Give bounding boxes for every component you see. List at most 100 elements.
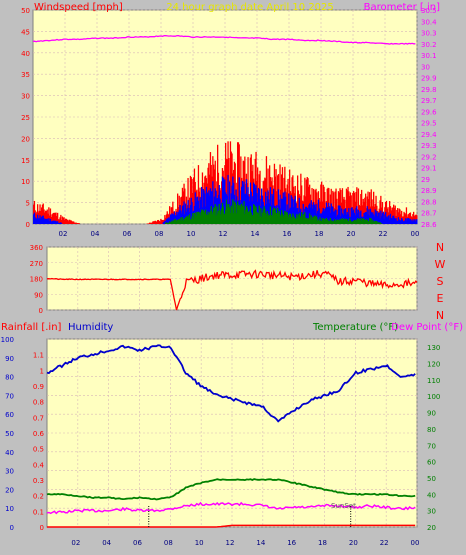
wind-low-bar: [195, 211, 197, 224]
wind-gust-bar: [67, 219, 69, 224]
wind-avg-bar: [308, 204, 310, 224]
wind-gust-bar: [77, 223, 79, 224]
wind-gust-bar: [323, 186, 325, 224]
wind-avg-bar: [189, 205, 192, 224]
wind-low-bar: [211, 211, 213, 224]
wind-low-bar: [166, 222, 168, 224]
wind-avg-bar: [373, 214, 375, 224]
wind-gust-bar: [228, 158, 230, 224]
wind-low-bar: [307, 217, 309, 224]
wind-gust-bar: [55, 212, 57, 224]
wind-avg-bar: [259, 198, 261, 224]
wind-gust-bar: [234, 163, 236, 224]
wind-y-tick-label: 35: [21, 71, 30, 79]
wind-gust-bar: [383, 212, 385, 224]
wind-low-bar: [210, 206, 212, 224]
wind-gust-bar: [50, 216, 52, 224]
wind-avg-bar: [188, 207, 190, 224]
wind-low-bar: [313, 217, 315, 224]
wind-y-tick-label: 25: [21, 114, 30, 122]
wind-low-bar: [180, 217, 182, 224]
wind-avg-bar: [56, 221, 58, 224]
wind-gust-bar: [226, 159, 228, 224]
wind-low-bar: [176, 220, 178, 224]
wind-gust-bar: [62, 217, 64, 224]
wind-avg-bar: [305, 206, 308, 224]
wind-low-bar: [185, 217, 187, 224]
wind-low-bar: [337, 219, 340, 224]
wind-direction-line: [46, 269, 418, 311]
direction-grid: [47, 246, 418, 311]
wind-avg-bar: [176, 211, 178, 224]
wind-avg-bar: [307, 209, 309, 224]
wind-avg-bar: [283, 196, 285, 224]
wind-avg-bar: [409, 219, 411, 224]
wind-gust-bar: [345, 188, 348, 224]
climate-x-tick-label: 22: [380, 539, 389, 547]
wind-gust-bar: [193, 168, 196, 224]
wind-gust-bar: [162, 220, 164, 224]
wind-low-bar: [301, 217, 304, 224]
wind-low-bar: [292, 213, 294, 224]
wind-gust-bar: [153, 221, 155, 224]
wind-gust-bar: [259, 170, 261, 224]
wind-gust-bar: [414, 215, 416, 224]
wind-avg-bar: [352, 211, 354, 224]
barometer-y-tick-label: 28.7: [421, 210, 437, 218]
direction-y-tick-label: 360: [30, 244, 43, 252]
wind-low-bar: [271, 216, 273, 224]
wind-avg-bar: [181, 213, 183, 224]
wind-x-tick-label: 12: [219, 230, 228, 238]
wind-avg-bar: [251, 201, 253, 224]
wind-avg-bar: [47, 220, 49, 224]
wind-avg-bar: [224, 179, 226, 224]
wind-low-bar: [377, 222, 380, 224]
wind-low-bar: [242, 206, 244, 224]
wind-avg-bar: [366, 206, 368, 224]
wind-low-bar: [339, 219, 341, 224]
wind-low-bar: [319, 217, 321, 224]
dewpoint-line: [46, 501, 416, 515]
wind-x-tick-label: 00: [411, 230, 420, 238]
wind-avg-bar: [169, 214, 172, 224]
barometer-y-tick-label: 29.6: [421, 108, 437, 116]
wind-avg-bar: [409, 218, 412, 224]
wind-avg-bar: [233, 182, 235, 224]
wind-gust-bar: [335, 188, 337, 224]
wind-low-bar: [302, 214, 304, 224]
wind-gust-bar: [358, 204, 360, 224]
humidity-y-tick-label: 70: [5, 392, 14, 400]
wind-gust-bar: [392, 207, 394, 224]
wind-low-bar: [227, 204, 229, 224]
wind-low-bar: [241, 205, 244, 224]
wind-low-bar: [208, 214, 210, 224]
wind-avg-bar: [341, 208, 343, 224]
wind-avg-bar: [380, 210, 382, 224]
wind-avg-bar: [201, 186, 203, 224]
wind-gust-bar: [400, 214, 402, 224]
wind-avg-bar: [310, 200, 312, 224]
wind-avg-bar: [295, 203, 297, 224]
wind-avg-bar: [196, 197, 198, 224]
wind-low-bar: [240, 207, 242, 224]
wind-avg-bar: [254, 187, 256, 224]
wind-avg-bar: [285, 196, 287, 224]
wind-low-bar: [367, 221, 369, 224]
wind-gust-bar: [77, 223, 80, 224]
rainfall-y-tick-label: 1: [40, 367, 44, 375]
wind-low-bar: [327, 220, 329, 224]
compass-label: W: [435, 258, 446, 271]
wind-avg-bar: [332, 206, 334, 224]
wind-avg-bar: [359, 211, 361, 224]
wind-gust-bar: [57, 212, 59, 224]
wind-avg-bar: [54, 220, 56, 224]
wind-y-tick-label: 20: [21, 135, 30, 143]
wind-bars: [33, 141, 418, 224]
wind-avg-bar: [347, 214, 349, 224]
wind-avg-bar: [164, 220, 166, 224]
wind-avg-bar: [204, 193, 206, 224]
wind-low-bar: [186, 216, 188, 224]
wind-avg-bar: [168, 217, 170, 224]
wind-avg-bar: [51, 220, 53, 224]
barometer-y-tick-label: 30: [421, 63, 430, 71]
